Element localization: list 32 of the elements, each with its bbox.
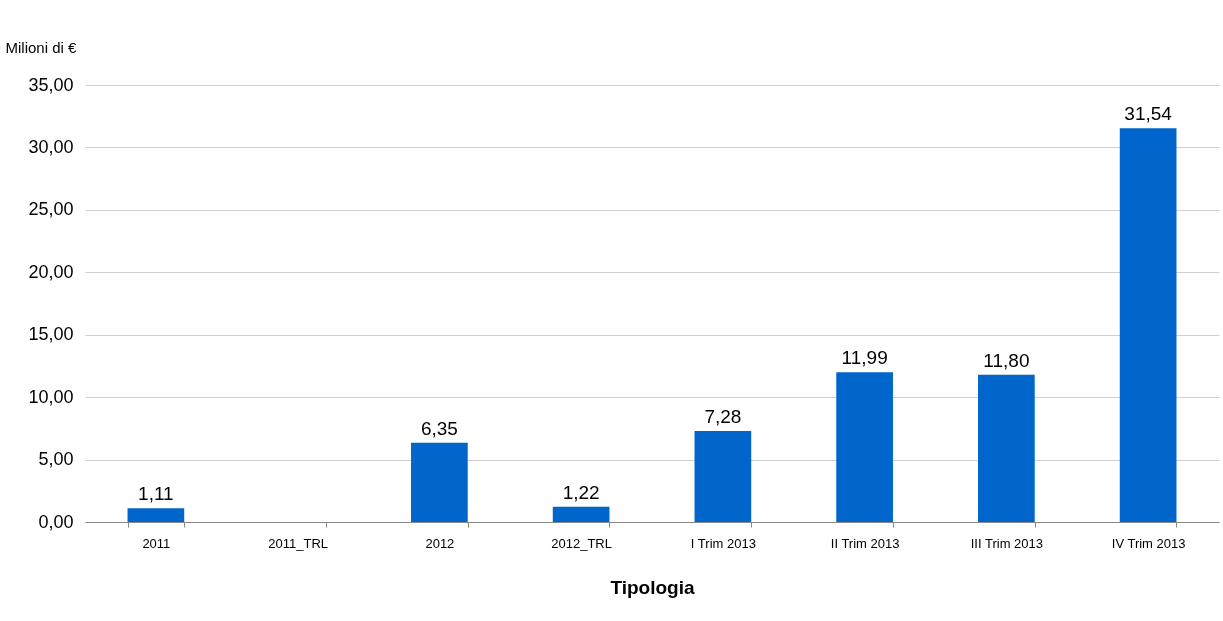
bar	[411, 442, 468, 522]
x-tick-label: III Trim 2013	[970, 535, 1043, 551]
data-label: 6,35	[420, 417, 458, 439]
y-tick-label: 15,00	[28, 324, 74, 345]
y-tick-label: 25,00	[28, 199, 74, 220]
bar	[836, 372, 893, 522]
data-label: 1,22	[562, 481, 600, 503]
x-tick-label: 2011_TRL	[268, 535, 328, 551]
bar	[127, 508, 185, 522]
x-tick-label: 2012_TRL	[551, 535, 612, 551]
x-tick-label: II Trim 2013	[830, 535, 900, 551]
bar	[978, 374, 1035, 522]
y-tick-label: 10,00	[28, 386, 74, 407]
x-axis-title: Tipologia	[610, 576, 695, 598]
data-label: 11,99	[841, 347, 888, 369]
data-label: 31,54	[1124, 103, 1173, 125]
y-axis-title: Milioni di €	[5, 38, 78, 56]
data-label: 11,80	[983, 349, 1030, 371]
bar	[1119, 128, 1177, 522]
x-tick-label: 2012	[425, 535, 455, 551]
y-tick-label: 35,00	[28, 74, 74, 95]
y-tick-label: 20,00	[28, 261, 74, 282]
x-tick-label: I Trim 2013	[690, 535, 756, 551]
y-tick-label: 0,00	[38, 511, 74, 532]
bar	[552, 506, 610, 522]
y-tick-label: 5,00	[38, 449, 74, 470]
data-label: 1,11	[138, 483, 174, 505]
x-tick-label: IV Trim 2013	[1111, 535, 1186, 551]
x-tick-label: 2011	[142, 535, 171, 551]
y-tick-label: 30,00	[28, 136, 74, 157]
data-label: 7,28	[704, 406, 742, 428]
bar	[694, 431, 752, 522]
